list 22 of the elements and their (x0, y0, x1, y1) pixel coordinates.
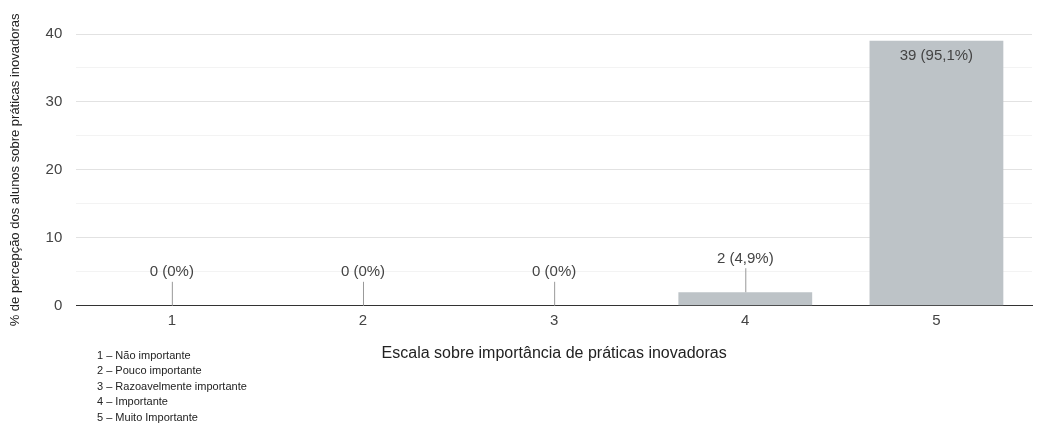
y-tick-label: 0 (53, 295, 63, 313)
text: 2 – Pouco importante (97, 364, 202, 377)
data-label: 0 (0%) (340, 262, 386, 280)
x-axis-title: Escala sobre importância de práticas inovadoras (381, 343, 727, 361)
text: 1 – Não importante (97, 348, 191, 361)
x-tick-label: 3 (549, 310, 559, 328)
text: 4 – Importante (97, 395, 168, 408)
x-tick-label: 1 (167, 310, 177, 328)
data-label: 0 (0%) (532, 262, 577, 280)
y-tick-label: 30 (45, 92, 63, 110)
text: 5 – Muito Importante (97, 410, 198, 423)
x-tick-label: 4 (741, 310, 750, 328)
y-tick-label: 20 (45, 160, 63, 178)
data-label: 0 (0%) (149, 262, 194, 280)
y-tick-label: 40 (45, 24, 63, 42)
x-tick-label: 5 (932, 310, 941, 328)
text: 3 – Razoavelmente importante (97, 379, 247, 392)
y-tick-label: 10 (45, 227, 63, 245)
y-axis-title: % de percepção dos alunos sobre práticas inovadoras (7, 12, 23, 327)
x-tick-label: 2 (358, 310, 368, 328)
data-label: 2 (4,9%) (716, 248, 774, 266)
data-label: 39 (95,1%) (899, 46, 974, 64)
